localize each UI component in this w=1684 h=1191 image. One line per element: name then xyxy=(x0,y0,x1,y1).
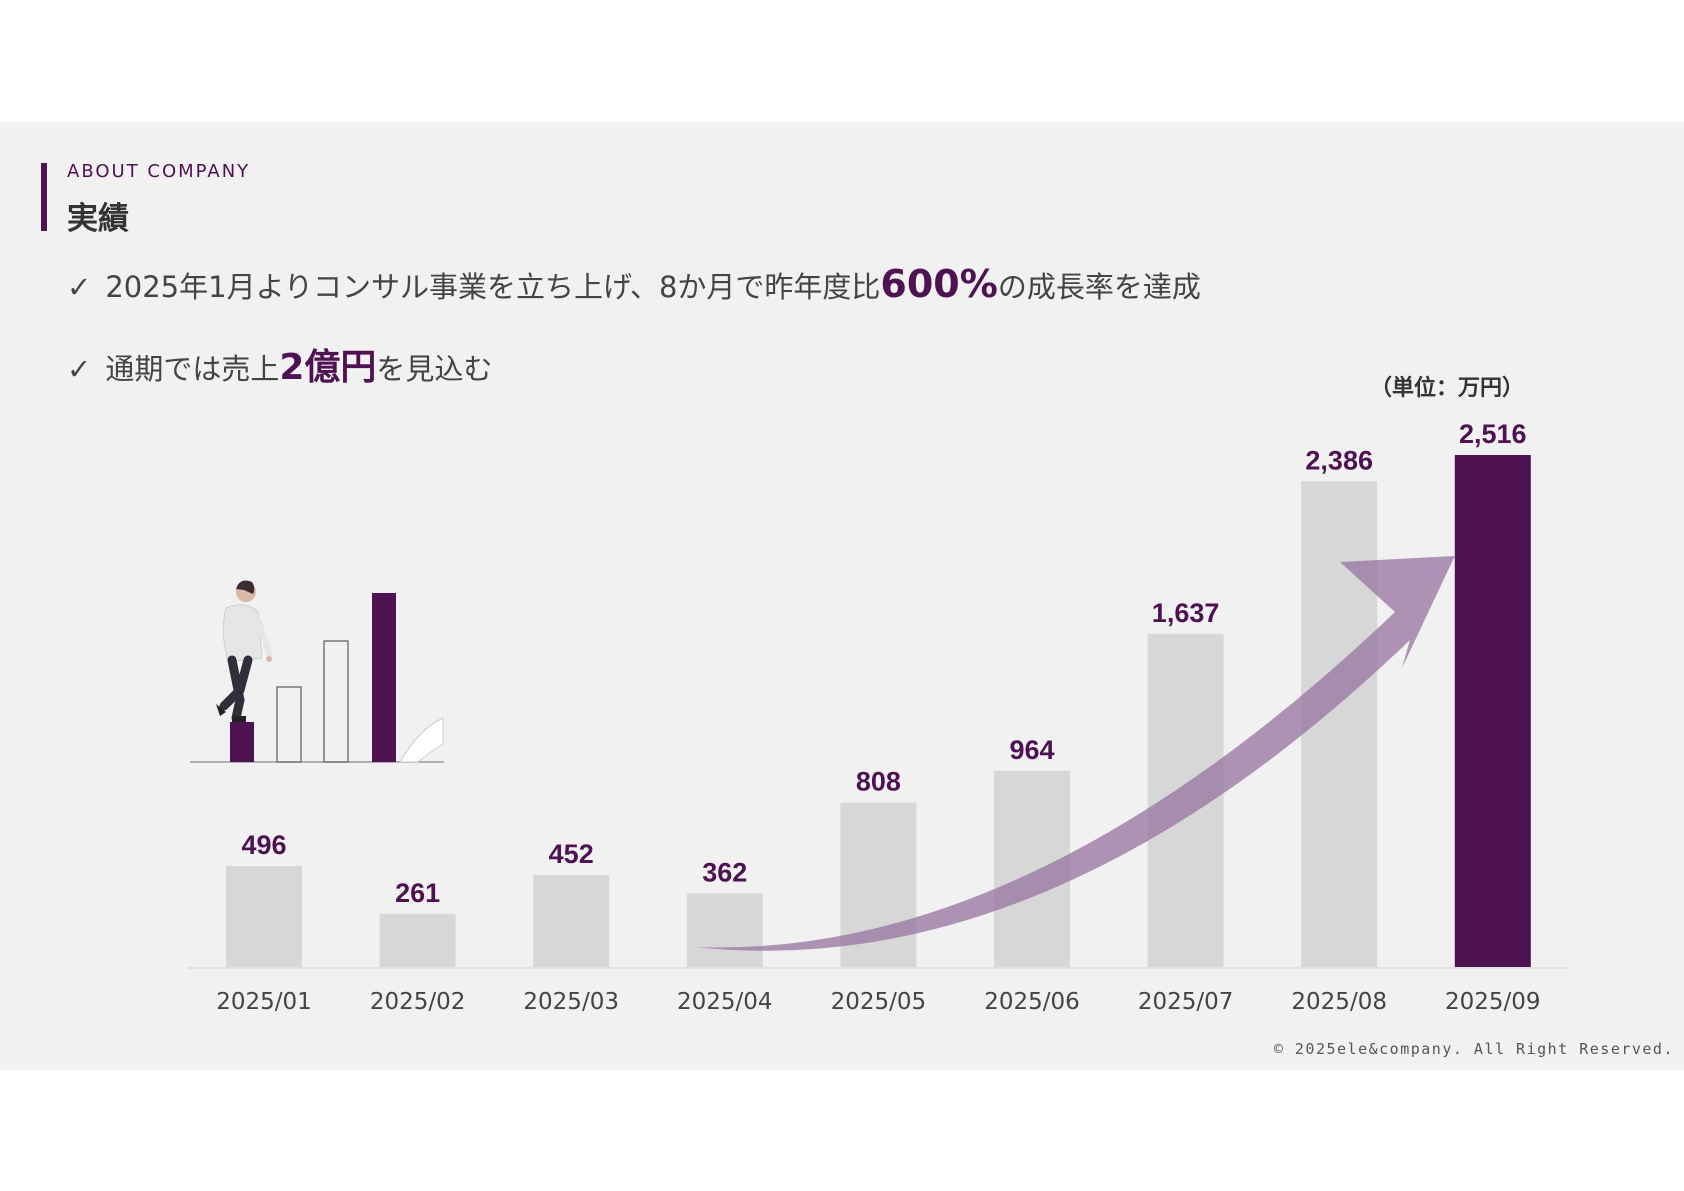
bullet-emphasis: 600% xyxy=(880,262,998,306)
value-label: 452 xyxy=(549,839,594,869)
bar-2025/04 xyxy=(686,893,763,967)
bar-2025/09 xyxy=(1454,455,1531,967)
section-eyebrow: ABOUT COMPANY xyxy=(67,161,251,182)
value-label: 496 xyxy=(241,830,286,860)
bullet-text: を見込む xyxy=(376,352,493,386)
bullet-text: の成長率を達成 xyxy=(997,270,1201,304)
bullet-text: 2025年1月よりコンサル事業を立ち上げ、8か月で昨年度比 xyxy=(105,270,881,304)
bullet-text: 通期では売上 xyxy=(105,352,280,386)
value-label: 2,516 xyxy=(1459,419,1527,449)
unit-label: （単位：万円） xyxy=(1370,376,1525,401)
value-label: 362 xyxy=(702,857,747,887)
x-tick-label: 2025/06 xyxy=(984,989,1080,1015)
copyright-notice: © 2025ele&company. All Right Reserved. xyxy=(1273,1040,1674,1058)
section-accent-bar xyxy=(41,163,47,231)
check-icon: ✓ xyxy=(67,270,92,304)
x-tick-label: 2025/02 xyxy=(370,989,466,1015)
person-climbing-bars-icon xyxy=(190,580,444,763)
x-tick-label: 2025/07 xyxy=(1138,989,1234,1015)
bar-2025/01 xyxy=(226,866,302,967)
check-icon: ✓ xyxy=(67,352,92,386)
bullet-growth: ✓ 2025年1月よりコンサル事業を立ち上げ、8か月で昨年度比600%の成長率を達… xyxy=(67,262,1201,306)
bullet-forecast: ✓ 通期では売上2億円を見込む xyxy=(67,338,492,390)
value-label: 261 xyxy=(395,878,440,908)
growth-arrow xyxy=(694,556,1455,951)
bullet-emphasis: 2億円 xyxy=(279,347,377,388)
value-label: 964 xyxy=(1009,735,1054,765)
value-label: 1,637 xyxy=(1152,598,1220,628)
page-title: 実績 xyxy=(67,201,129,237)
x-tick-label: 2025/09 xyxy=(1445,989,1541,1015)
bar-2025/03 xyxy=(533,875,610,967)
x-tick-label: 2025/01 xyxy=(216,989,312,1015)
bar-2025/02 xyxy=(379,913,456,967)
value-label: 808 xyxy=(856,767,901,797)
x-tick-label: 2025/04 xyxy=(677,989,773,1015)
x-tick-label: 2025/03 xyxy=(523,989,619,1015)
x-tick-label: 2025/08 xyxy=(1291,989,1387,1015)
x-tick-label: 2025/05 xyxy=(831,989,927,1015)
value-label: 2,386 xyxy=(1305,445,1373,475)
